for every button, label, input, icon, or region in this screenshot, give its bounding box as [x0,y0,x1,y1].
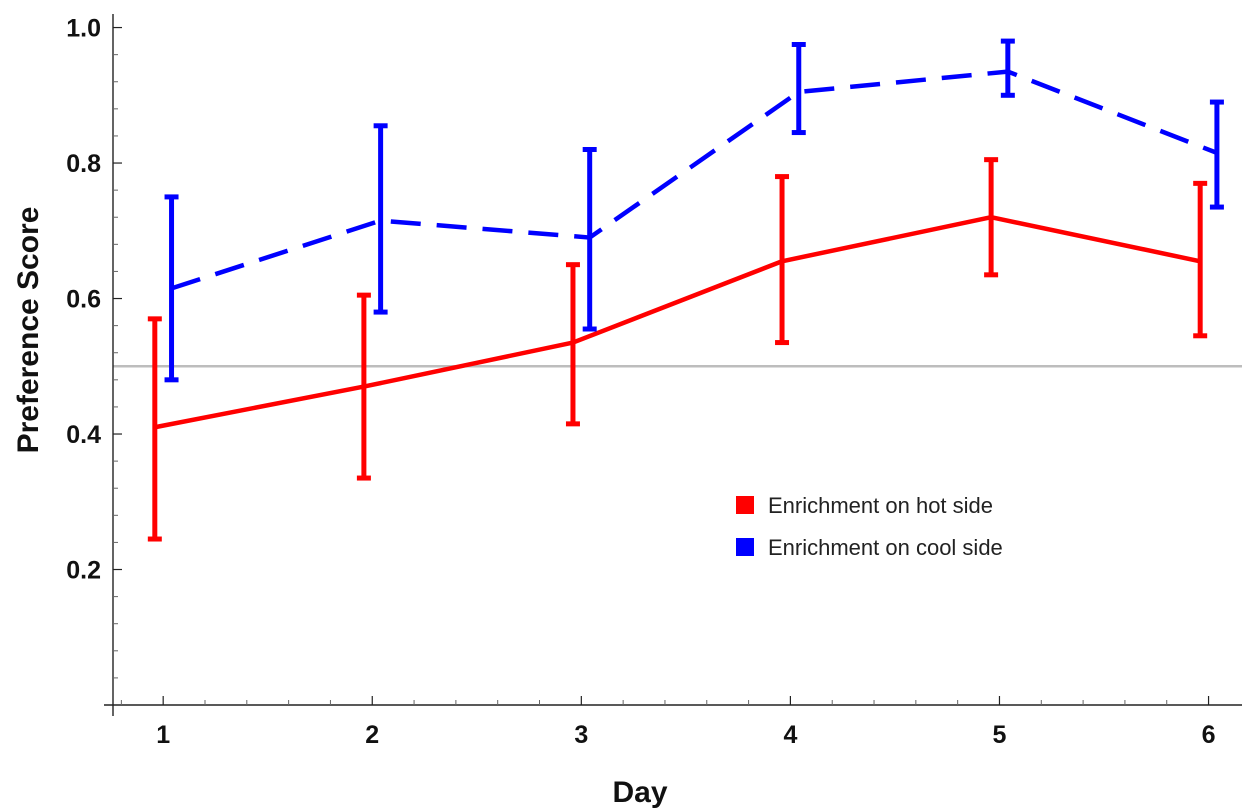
series-line-cool [170,69,1218,291]
x-tick-label: 4 [783,721,797,749]
series-line-hot [154,214,1201,430]
y-tick-label: 0.4 [66,421,101,449]
legend-label-cool: Enrichment on cool side [768,535,1003,560]
axes [104,14,1242,716]
y-tick-label: 0.8 [66,150,101,178]
plot-area [113,38,1242,542]
x-axis-title: Day [612,776,667,809]
y-tick-label: 0.2 [66,557,101,585]
x-tick-label: 3 [574,721,588,749]
x-tick-label: 2 [365,721,379,749]
legend-swatch-cool [736,538,754,556]
y-tick-label: 0.6 [66,286,101,314]
x-tick-label: 6 [1202,721,1216,749]
legend-label-hot: Enrichment on hot side [768,493,993,518]
x-tick-label: 1 [156,721,170,749]
y-axis-title: Preference Score [12,207,45,454]
legend-swatch-hot [736,496,754,514]
x-tick-label: 5 [993,721,1007,749]
ticks: 0.2 0.4 0.6 0.8 1.0 1 2 3 4 5 6 [66,15,1215,749]
y-tick-label: 1.0 [66,15,101,43]
legend: Enrichment on hot side Enrichment on coo… [736,493,1003,560]
